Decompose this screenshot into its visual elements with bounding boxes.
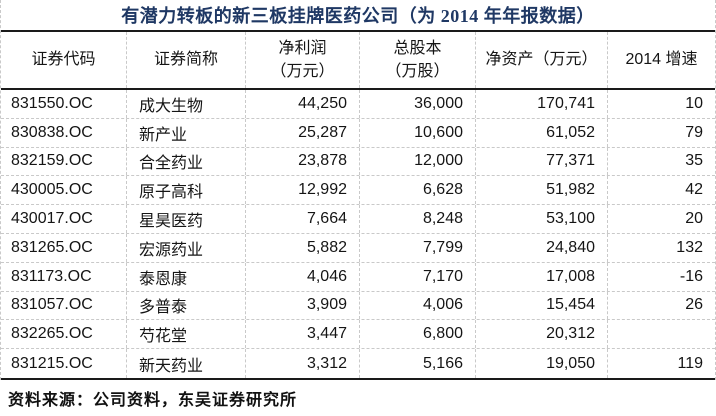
total-shares-cell: 10,600 (360, 118, 476, 147)
header-2014-growth: 2014 增速 (625, 51, 698, 69)
header-total-shares: 总股本 （万股） (360, 32, 476, 88)
securities-code-cell: 831550.OC (1, 90, 127, 118)
table-row: 430005.OC 原子高科 12,992 6,628 51,982 42 (1, 176, 715, 206)
net-assets-cell: 15,454 (476, 291, 608, 320)
net-profit-cell: 23,878 (246, 147, 360, 176)
securities-code-cell: 832265.OC (1, 320, 127, 349)
growth-cell: 42 (685, 181, 703, 199)
table-row: 832159.OC 合全药业 23,878 12,000 77,371 35 (1, 147, 715, 177)
securities-name-cell: 多普泰 (127, 291, 246, 320)
growth-cell: 10 (685, 94, 703, 112)
net-profit-cell: 4,046 (246, 262, 360, 291)
net-profit-cell: 44,250 (246, 90, 360, 118)
growth-cell: 20 (685, 210, 703, 228)
table-body: 831550.OC 成大生物 44,250 36,000 170,741 10 … (1, 90, 715, 380)
securities-name-cell: 芍花堂 (127, 320, 246, 349)
net-profit-cell: 7,664 (246, 205, 360, 233)
table-row: 831173.OC 泰恩康 4,046 7,170 17,008 -16 (1, 262, 715, 292)
growth-cell: 26 (685, 296, 703, 314)
table-row: 832265.OC 芍花堂 3,447 6,800 20,312 (1, 320, 715, 350)
total-shares-cell: 36,000 (360, 90, 476, 118)
securities-code-cell: 831057.OC (1, 291, 127, 320)
growth-cell: 132 (676, 238, 703, 256)
total-shares-cell: 4,006 (360, 291, 476, 320)
net-profit-cell: 12,992 (246, 176, 360, 205)
table-row: 831215.OC 新天药业 3,312 5,166 19,050 119 (1, 349, 715, 378)
total-shares-cell: 7,170 (360, 262, 476, 291)
table-row: 831265.OC 宏源药业 5,882 7,799 24,840 132 (1, 233, 715, 263)
net-profit-cell: 3,909 (246, 291, 360, 320)
data-table: 有潜力转板的新三板挂牌医药公司（为 2014 年年报数据） 证券代码 证券简称 … (0, 0, 716, 380)
total-shares-cell: 12,000 (360, 147, 476, 176)
table-row: 831057.OC 多普泰 3,909 4,006 15,454 26 (1, 291, 715, 321)
net-profit-cell: 3,447 (246, 320, 360, 349)
source-note: 资料来源：公司资料，东吴证券研究所 (8, 391, 298, 409)
table-row: 830838.OC 新产业 25,287 10,600 61,052 79 (1, 118, 715, 148)
net-assets-cell: 77,371 (476, 147, 608, 176)
net-profit-cell: 3,312 (246, 349, 360, 378)
securities-code-cell: 831265.OC (1, 233, 127, 262)
table-row: 831550.OC 成大生物 44,250 36,000 170,741 10 (1, 90, 715, 119)
securities-code-cell: 430017.OC (1, 205, 127, 233)
header-securities-code: 证券代码 (1, 32, 127, 88)
net-profit-cell: 5,882 (246, 233, 360, 262)
total-shares-cell: 5,166 (360, 349, 476, 378)
net-assets-cell: 20,312 (476, 320, 608, 349)
securities-name-cell: 星昊医药 (127, 205, 246, 233)
net-profit-cell: 25,287 (246, 118, 360, 147)
net-assets-cell: 51,982 (476, 176, 608, 205)
growth-cell: -16 (679, 267, 703, 285)
securities-name-cell: 宏源药业 (127, 233, 246, 262)
total-shares-cell: 6,800 (360, 320, 476, 349)
net-assets-cell: 53,100 (476, 205, 608, 233)
total-shares-cell: 7,799 (360, 233, 476, 262)
net-assets-cell: 19,050 (476, 349, 608, 378)
growth-cell (608, 320, 715, 348)
securities-name-cell: 新产业 (127, 118, 246, 147)
securities-name-cell: 泰恩康 (127, 262, 246, 291)
growth-cell: 79 (685, 123, 703, 141)
net-assets-cell: 170,741 (476, 90, 608, 118)
securities-name-cell: 原子高科 (127, 176, 246, 205)
securities-code-cell: 830838.OC (1, 118, 127, 147)
net-assets-cell: 61,052 (476, 118, 608, 147)
header-net-assets: 净资产（万元） (476, 32, 608, 88)
growth-cell: 119 (677, 354, 703, 372)
net-assets-cell: 24,840 (476, 233, 608, 262)
securities-code-cell: 831215.OC (1, 349, 127, 378)
header-securities-name: 证券简称 (127, 32, 246, 88)
securities-code-cell: 832159.OC (1, 147, 127, 176)
header-net-profit: 净利润 （万元） (246, 32, 360, 88)
securities-name-cell: 合全药业 (127, 147, 246, 176)
table-title: 有潜力转板的新三板挂牌医药公司（为 2014 年年报数据） (1, 0, 715, 32)
table-header-row: 证券代码 证券简称 净利润 （万元） 总股本 （万股） 净资产（万元） 2014… (1, 32, 715, 90)
securities-code-cell: 831173.OC (1, 262, 127, 291)
total-shares-cell: 8,248 (360, 205, 476, 233)
securities-name-cell: 新天药业 (127, 349, 246, 378)
total-shares-cell: 6,628 (360, 176, 476, 205)
growth-cell: 35 (685, 152, 703, 170)
net-assets-cell: 17,008 (476, 262, 608, 291)
table-row: 430017.OC 星昊医药 7,664 8,248 53,100 20 (1, 205, 715, 234)
securities-code-cell: 430005.OC (1, 176, 127, 205)
securities-name-cell: 成大生物 (127, 90, 246, 118)
